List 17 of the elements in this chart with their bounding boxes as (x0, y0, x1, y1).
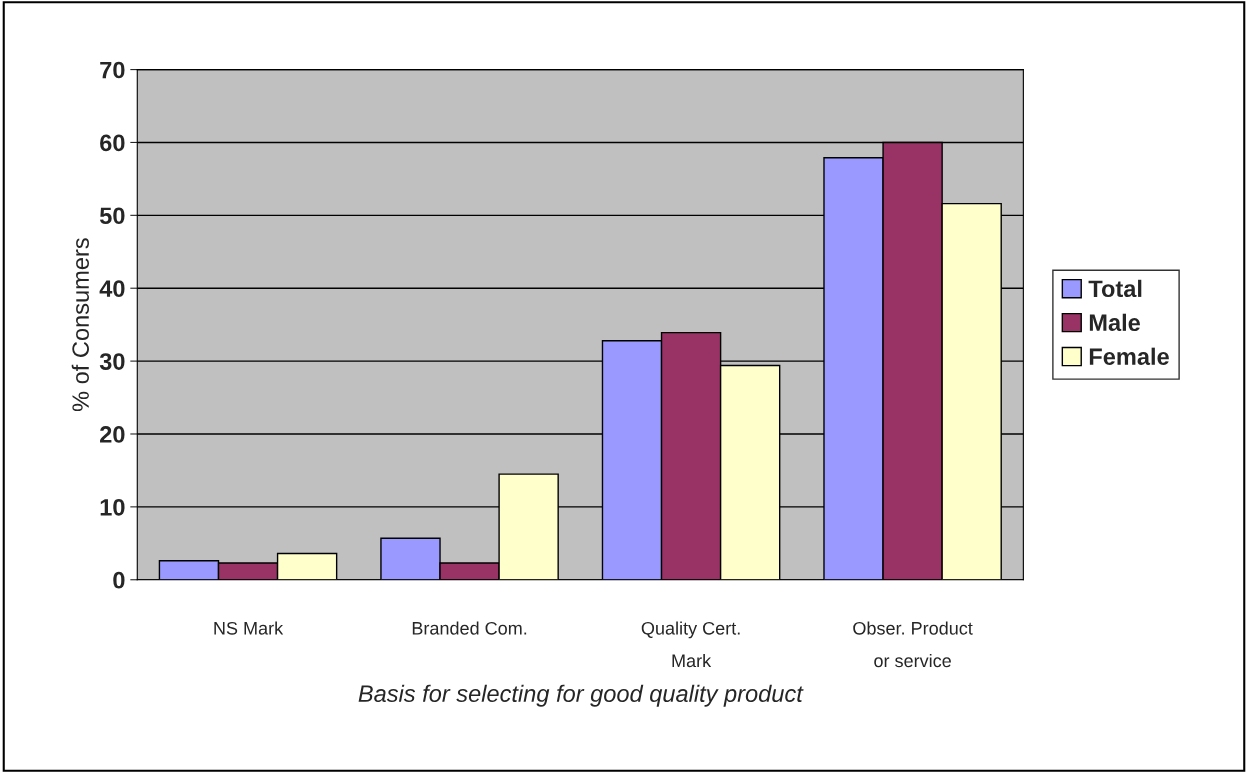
legend-label: Male (1089, 313, 1140, 332)
x-tick-label: Obser. Product or service (853, 621, 973, 668)
y-tick-label: 70 (100, 61, 125, 79)
y-axis-title: % of Consumers (71, 238, 89, 412)
x-tick-label: NS Mark (214, 621, 284, 635)
y-tick-label: 0 (113, 571, 125, 589)
legend-label: Female (1089, 347, 1169, 365)
legend-label: Total (1088, 279, 1142, 298)
y-tick-label: 20 (100, 426, 125, 443)
x-tick-label: Quality Cert. Mark (641, 621, 740, 668)
x-axis-title: Basis for selecting for good quality product (358, 684, 804, 707)
y-tick-label: 40 (99, 280, 125, 298)
y-tick-label: 60 (100, 134, 125, 152)
x-tick-label: Branded Com. (412, 621, 527, 635)
y-tick-label: 10 (100, 498, 125, 516)
y-tick-label: 50 (99, 207, 125, 225)
y-tick-label: 30 (99, 353, 125, 370)
